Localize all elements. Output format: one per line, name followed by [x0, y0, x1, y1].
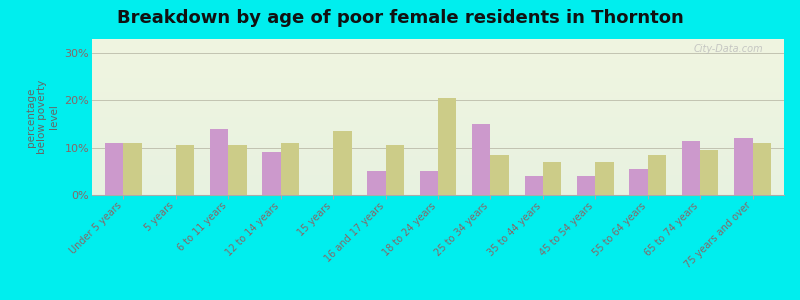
Bar [472, 124, 490, 195]
Bar [543, 162, 561, 195]
Y-axis label: percentage
below poverty
level: percentage below poverty level [26, 80, 59, 154]
Bar [281, 143, 299, 195]
Bar [123, 143, 142, 195]
Bar [386, 146, 404, 195]
Bar [577, 176, 595, 195]
Bar [490, 155, 509, 195]
Bar [630, 169, 648, 195]
Bar [734, 138, 753, 195]
Bar [105, 143, 123, 195]
Bar [595, 162, 614, 195]
Bar [648, 155, 666, 195]
Text: City-Data.com: City-Data.com [694, 44, 763, 54]
Bar [333, 131, 351, 195]
Bar [438, 98, 456, 195]
Text: Breakdown by age of poor female residents in Thornton: Breakdown by age of poor female resident… [117, 9, 683, 27]
Bar [228, 146, 246, 195]
Bar [420, 171, 438, 195]
Bar [525, 176, 543, 195]
Bar [367, 171, 386, 195]
Bar [682, 141, 700, 195]
Bar [176, 146, 194, 195]
Bar [210, 129, 228, 195]
Bar [700, 150, 718, 195]
Bar [262, 152, 281, 195]
Bar [753, 143, 771, 195]
